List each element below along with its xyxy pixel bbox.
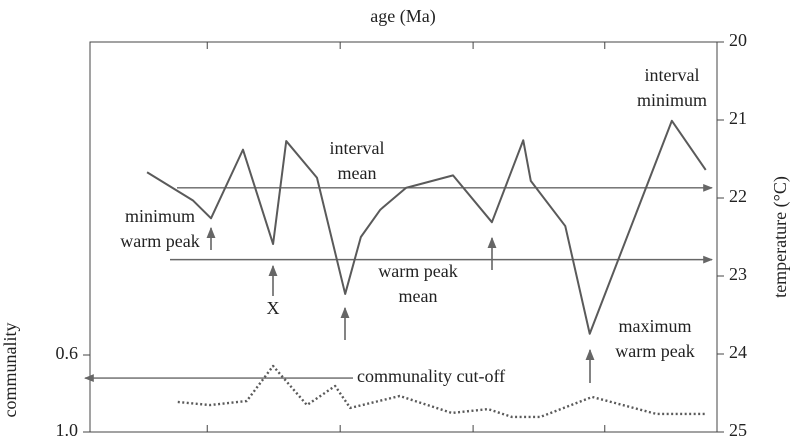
annotation: warm peak: [615, 341, 694, 361]
annotation: mean: [399, 286, 438, 306]
communality-line: [177, 364, 706, 419]
annotation: interval: [330, 138, 385, 158]
y-tick-label: 22: [729, 186, 747, 206]
annotation: interval: [645, 65, 700, 85]
pointer-arrows: [206, 226, 595, 383]
annotation: warm peak: [120, 231, 199, 251]
x-axis-label: age (Ma): [370, 6, 435, 27]
y-tick-label: 21: [729, 108, 747, 128]
annotation: warm peak: [378, 261, 457, 281]
temperature-line: [146, 119, 707, 335]
y2-axis-label: communality: [0, 323, 20, 418]
y-tick-label: 23: [729, 264, 747, 284]
y-tick-label: 25: [729, 420, 747, 440]
y2-tick-label: 0.6: [56, 343, 79, 363]
annotation: X: [267, 298, 280, 318]
y-tick-label: 24: [729, 342, 747, 362]
reference-label: communality cut-off: [357, 366, 505, 386]
y-axis-label: temperature (°C): [770, 176, 791, 298]
y2-tick-label: 1.0: [56, 420, 79, 440]
plot-frame: [89, 41, 718, 433]
annotation: maximum: [619, 316, 692, 336]
y-tick-label: 20: [729, 30, 747, 50]
annotation: minimum: [125, 206, 195, 226]
annotation: minimum: [637, 90, 707, 110]
annotation: mean: [338, 163, 377, 183]
